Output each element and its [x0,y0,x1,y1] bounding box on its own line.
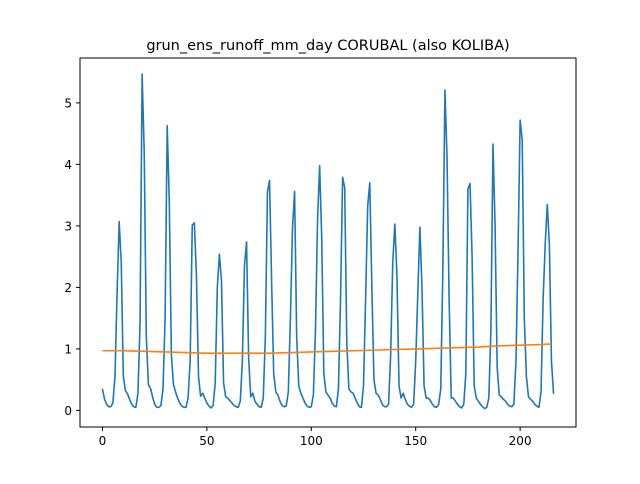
x-tick-label: 100 [300,434,323,448]
series-line-1 [101,73,555,410]
x-axis: 0 50 100 150 200 [99,427,532,448]
y-tick-label: 3 [64,219,72,233]
y-tick-label: 4 [64,158,72,172]
series-layer [101,73,555,410]
chart-title: grun_ens_runoff_mm_day CORUBAL (also KOL… [146,38,509,54]
y-tick-label: 5 [64,96,72,110]
y-tick-label: 1 [64,342,72,356]
x-tick-label: 200 [509,434,532,448]
y-tick-label: 2 [64,281,72,295]
y-axis: 0 1 2 3 4 5 [64,96,80,418]
plot-frame [79,57,577,428]
x-tick-label: 0 [99,434,107,448]
series-line-2 [102,343,552,355]
x-tick-label: 150 [404,434,427,448]
y-tick-label: 0 [64,404,72,418]
x-tick-label: 50 [199,434,214,448]
